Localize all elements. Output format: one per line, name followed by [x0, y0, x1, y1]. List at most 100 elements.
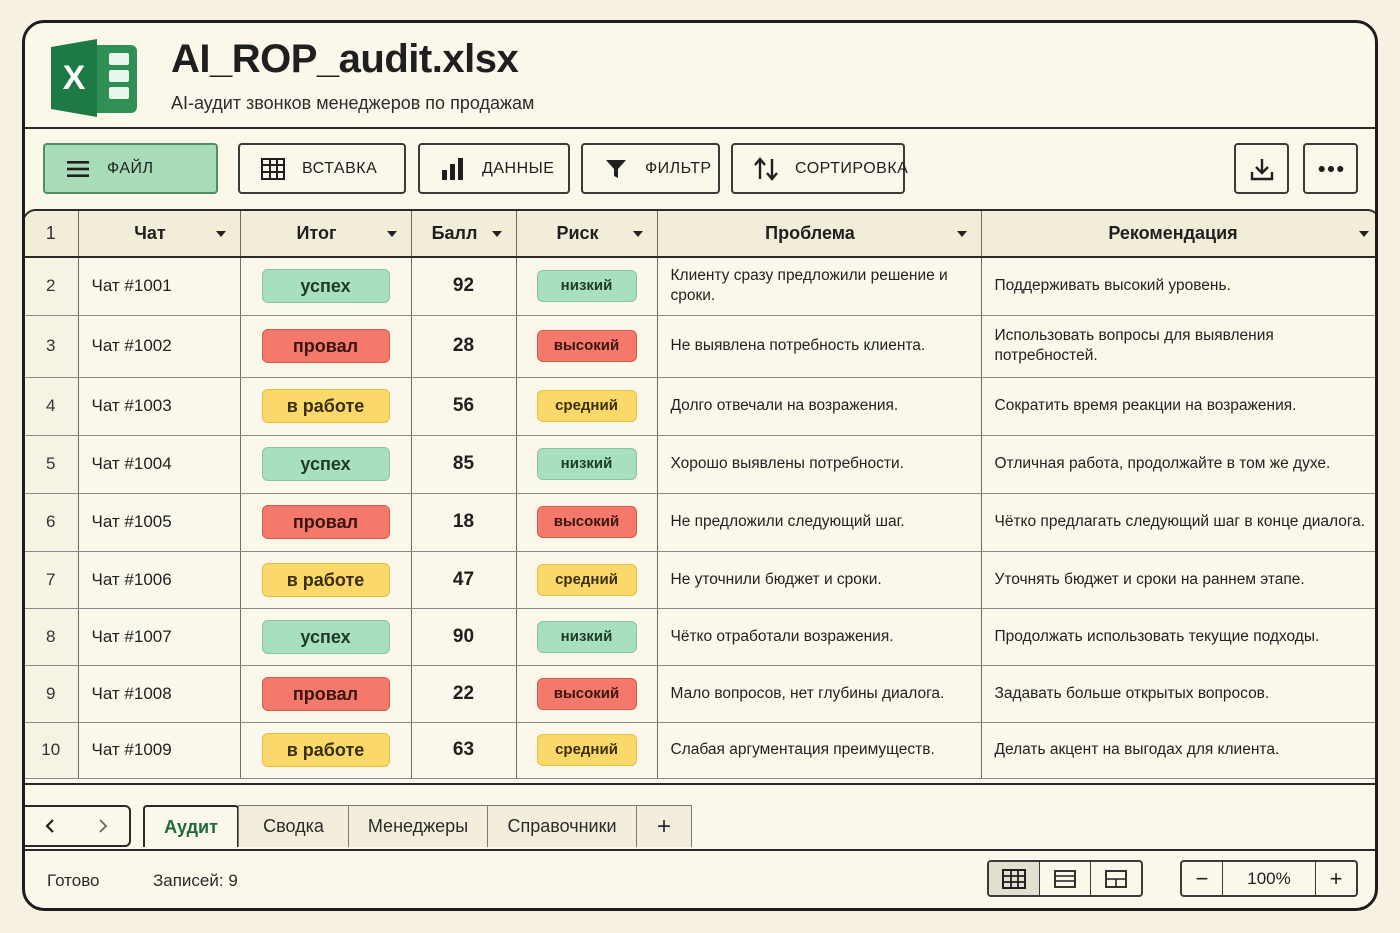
add-sheet-button[interactable]: +	[636, 805, 692, 847]
problem-cell[interactable]: Клиенту сразу предложили решение и сроки…	[657, 257, 982, 316]
score-cell[interactable]: 22	[411, 665, 517, 723]
row-number[interactable]: 4	[25, 377, 79, 436]
result-cell[interactable]: успех	[240, 608, 412, 666]
result-cell[interactable]: в работе	[240, 551, 412, 609]
risk-cell[interactable]: низкий	[516, 435, 658, 494]
sheet-tab-managers[interactable]: Менеджеры	[348, 805, 488, 847]
chat-cell[interactable]: Чат #1008	[78, 665, 241, 723]
sort-button[interactable]: СОРТИРОВКА	[731, 143, 908, 194]
grid-body: 2 Чат #1001 успех 92 низкий Клиенту сразу пре…	[25, 257, 1375, 779]
risk-cell[interactable]: высокий	[516, 315, 658, 378]
chat-cell[interactable]: Чат #1001	[78, 257, 241, 316]
score-cell[interactable]: 90	[411, 608, 517, 666]
problem-cell[interactable]: Слабая аргументация преимуществ.	[657, 722, 982, 779]
page-break-view-button[interactable]	[1091, 862, 1141, 895]
recommendation-cell[interactable]: Использовать вопросы для выявления потре…	[981, 315, 1375, 378]
row-number[interactable]: 2	[25, 257, 79, 316]
column-header-problem[interactable]: Проблема	[657, 211, 982, 258]
problem-cell[interactable]: Долго отвечали на возражения.	[657, 377, 982, 436]
row-number[interactable]: 7	[25, 551, 79, 609]
column-header-chat[interactable]: Чат	[78, 211, 241, 258]
problem-cell[interactable]: Не предложили следующий шаг.	[657, 493, 982, 552]
sheet-tabs: Аудит Сводка Менеджеры Справочники +	[143, 805, 692, 851]
insert-button-label: ВСТАВКА	[302, 159, 378, 177]
risk-cell[interactable]: средний	[516, 722, 658, 779]
risk-cell[interactable]: низкий	[516, 608, 658, 666]
column-header-result[interactable]: Итог	[240, 211, 412, 258]
column-header-score[interactable]: Балл	[411, 211, 517, 258]
sheet-tab-directories[interactable]: Справочники	[487, 805, 637, 847]
result-cell[interactable]: успех	[240, 435, 412, 494]
score-cell[interactable]: 47	[411, 551, 517, 609]
risk-cell[interactable]: низкий	[516, 257, 658, 316]
column-header-recommendation[interactable]: Рекомендация	[981, 211, 1375, 258]
chat-cell[interactable]: Чат #1004	[78, 435, 241, 494]
row-number[interactable]: 10	[25, 722, 79, 779]
risk-cell[interactable]: высокий	[516, 493, 658, 552]
recommendation-cell[interactable]: Сократить время реакции на возражения.	[981, 377, 1375, 436]
dropdown-arrow-icon[interactable]	[632, 231, 643, 237]
chat-cell[interactable]: Чат #1005	[78, 493, 241, 552]
zoom-level[interactable]: 100%	[1222, 862, 1316, 895]
risk-cell[interactable]: высокий	[516, 665, 658, 723]
result-cell[interactable]: успех	[240, 257, 412, 316]
dropdown-arrow-icon[interactable]	[386, 231, 397, 237]
score-cell[interactable]: 92	[411, 257, 517, 316]
result-cell[interactable]: в работе	[240, 722, 412, 779]
normal-view-button[interactable]	[989, 862, 1040, 895]
sheet-tab-audit[interactable]: Аудит	[143, 805, 239, 847]
problem-cell[interactable]: Не выявлена потребность клиента.	[657, 315, 982, 378]
zoom-out-button[interactable]: −	[1195, 865, 1209, 891]
dropdown-arrow-icon[interactable]	[491, 231, 502, 237]
chat-cell[interactable]: Чат #1002	[78, 315, 241, 378]
insert-button[interactable]: ВСТАВКА	[238, 143, 406, 194]
dropdown-arrow-icon[interactable]	[215, 231, 226, 237]
file-button[interactable]: ФАЙЛ	[43, 143, 218, 194]
data-button[interactable]: ДАННЫЕ	[418, 143, 570, 194]
next-sheet-button[interactable]	[77, 807, 130, 845]
more-options-button[interactable]	[1303, 143, 1358, 194]
page-layout-view-button[interactable]	[1040, 862, 1091, 895]
score-cell[interactable]: 56	[411, 377, 517, 436]
chat-cell[interactable]: Чат #1007	[78, 608, 241, 666]
previous-sheet-button[interactable]	[25, 807, 77, 845]
chat-cell[interactable]: Чат #1009	[78, 722, 241, 779]
zoom-in-button[interactable]: +	[1329, 865, 1343, 891]
risk-cell[interactable]: средний	[516, 377, 658, 436]
result-cell[interactable]: провал	[240, 315, 412, 378]
file-header: X AI_ROP_audit.xlsx AI-аудит звонков мен…	[25, 23, 1375, 129]
recommendation-cell[interactable]: Отличная работа, продолжайте в том же ду…	[981, 435, 1375, 494]
recommendation-cell[interactable]: Задавать больше открытых вопросов.	[981, 665, 1375, 723]
chat-cell[interactable]: Чат #1003	[78, 377, 241, 436]
dropdown-arrow-icon[interactable]	[1358, 231, 1369, 237]
recommendation-cell[interactable]: Продолжать использовать текущие подходы.	[981, 608, 1375, 666]
score-cell[interactable]: 85	[411, 435, 517, 494]
row-number[interactable]: 9	[25, 665, 79, 723]
score-cell[interactable]: 28	[411, 315, 517, 378]
recommendation-cell[interactable]: Делать акцент на выгодах для клиента.	[981, 722, 1375, 779]
recommendation-cell[interactable]: Уточнять бюджет и сроки на раннем этапе.	[981, 551, 1375, 609]
recommendation-cell[interactable]: Чётко предлагать следующий шаг в конце д…	[981, 493, 1375, 552]
row-number[interactable]: 8	[25, 608, 79, 666]
score-cell[interactable]: 63	[411, 722, 517, 779]
row-number[interactable]: 6	[25, 493, 79, 552]
result-cell[interactable]: в работе	[240, 377, 412, 436]
problem-cell[interactable]: Не уточнили бюджет и сроки.	[657, 551, 982, 609]
chat-cell[interactable]: Чат #1006	[78, 551, 241, 609]
risk-cell[interactable]: средний	[516, 551, 658, 609]
row-number[interactable]: 5	[25, 435, 79, 494]
score-cell[interactable]: 18	[411, 493, 517, 552]
problem-cell[interactable]: Чётко отработали возражения.	[657, 608, 982, 666]
recommendation-cell[interactable]: Поддерживать высокий уровень.	[981, 257, 1375, 316]
download-button[interactable]	[1234, 143, 1289, 194]
row-number[interactable]: 1	[25, 211, 79, 258]
dropdown-arrow-icon[interactable]	[956, 231, 967, 237]
sheet-tab-summary[interactable]: Сводка	[238, 805, 349, 847]
row-number[interactable]: 3	[25, 315, 79, 378]
column-header-risk[interactable]: Риск	[516, 211, 658, 258]
result-cell[interactable]: провал	[240, 493, 412, 552]
problem-cell[interactable]: Мало вопросов, нет глубины диалога.	[657, 665, 982, 723]
problem-cell[interactable]: Хорошо выявлены потребности.	[657, 435, 982, 494]
result-cell[interactable]: провал	[240, 665, 412, 723]
filter-button[interactable]: ФИЛЬТР	[581, 143, 720, 194]
